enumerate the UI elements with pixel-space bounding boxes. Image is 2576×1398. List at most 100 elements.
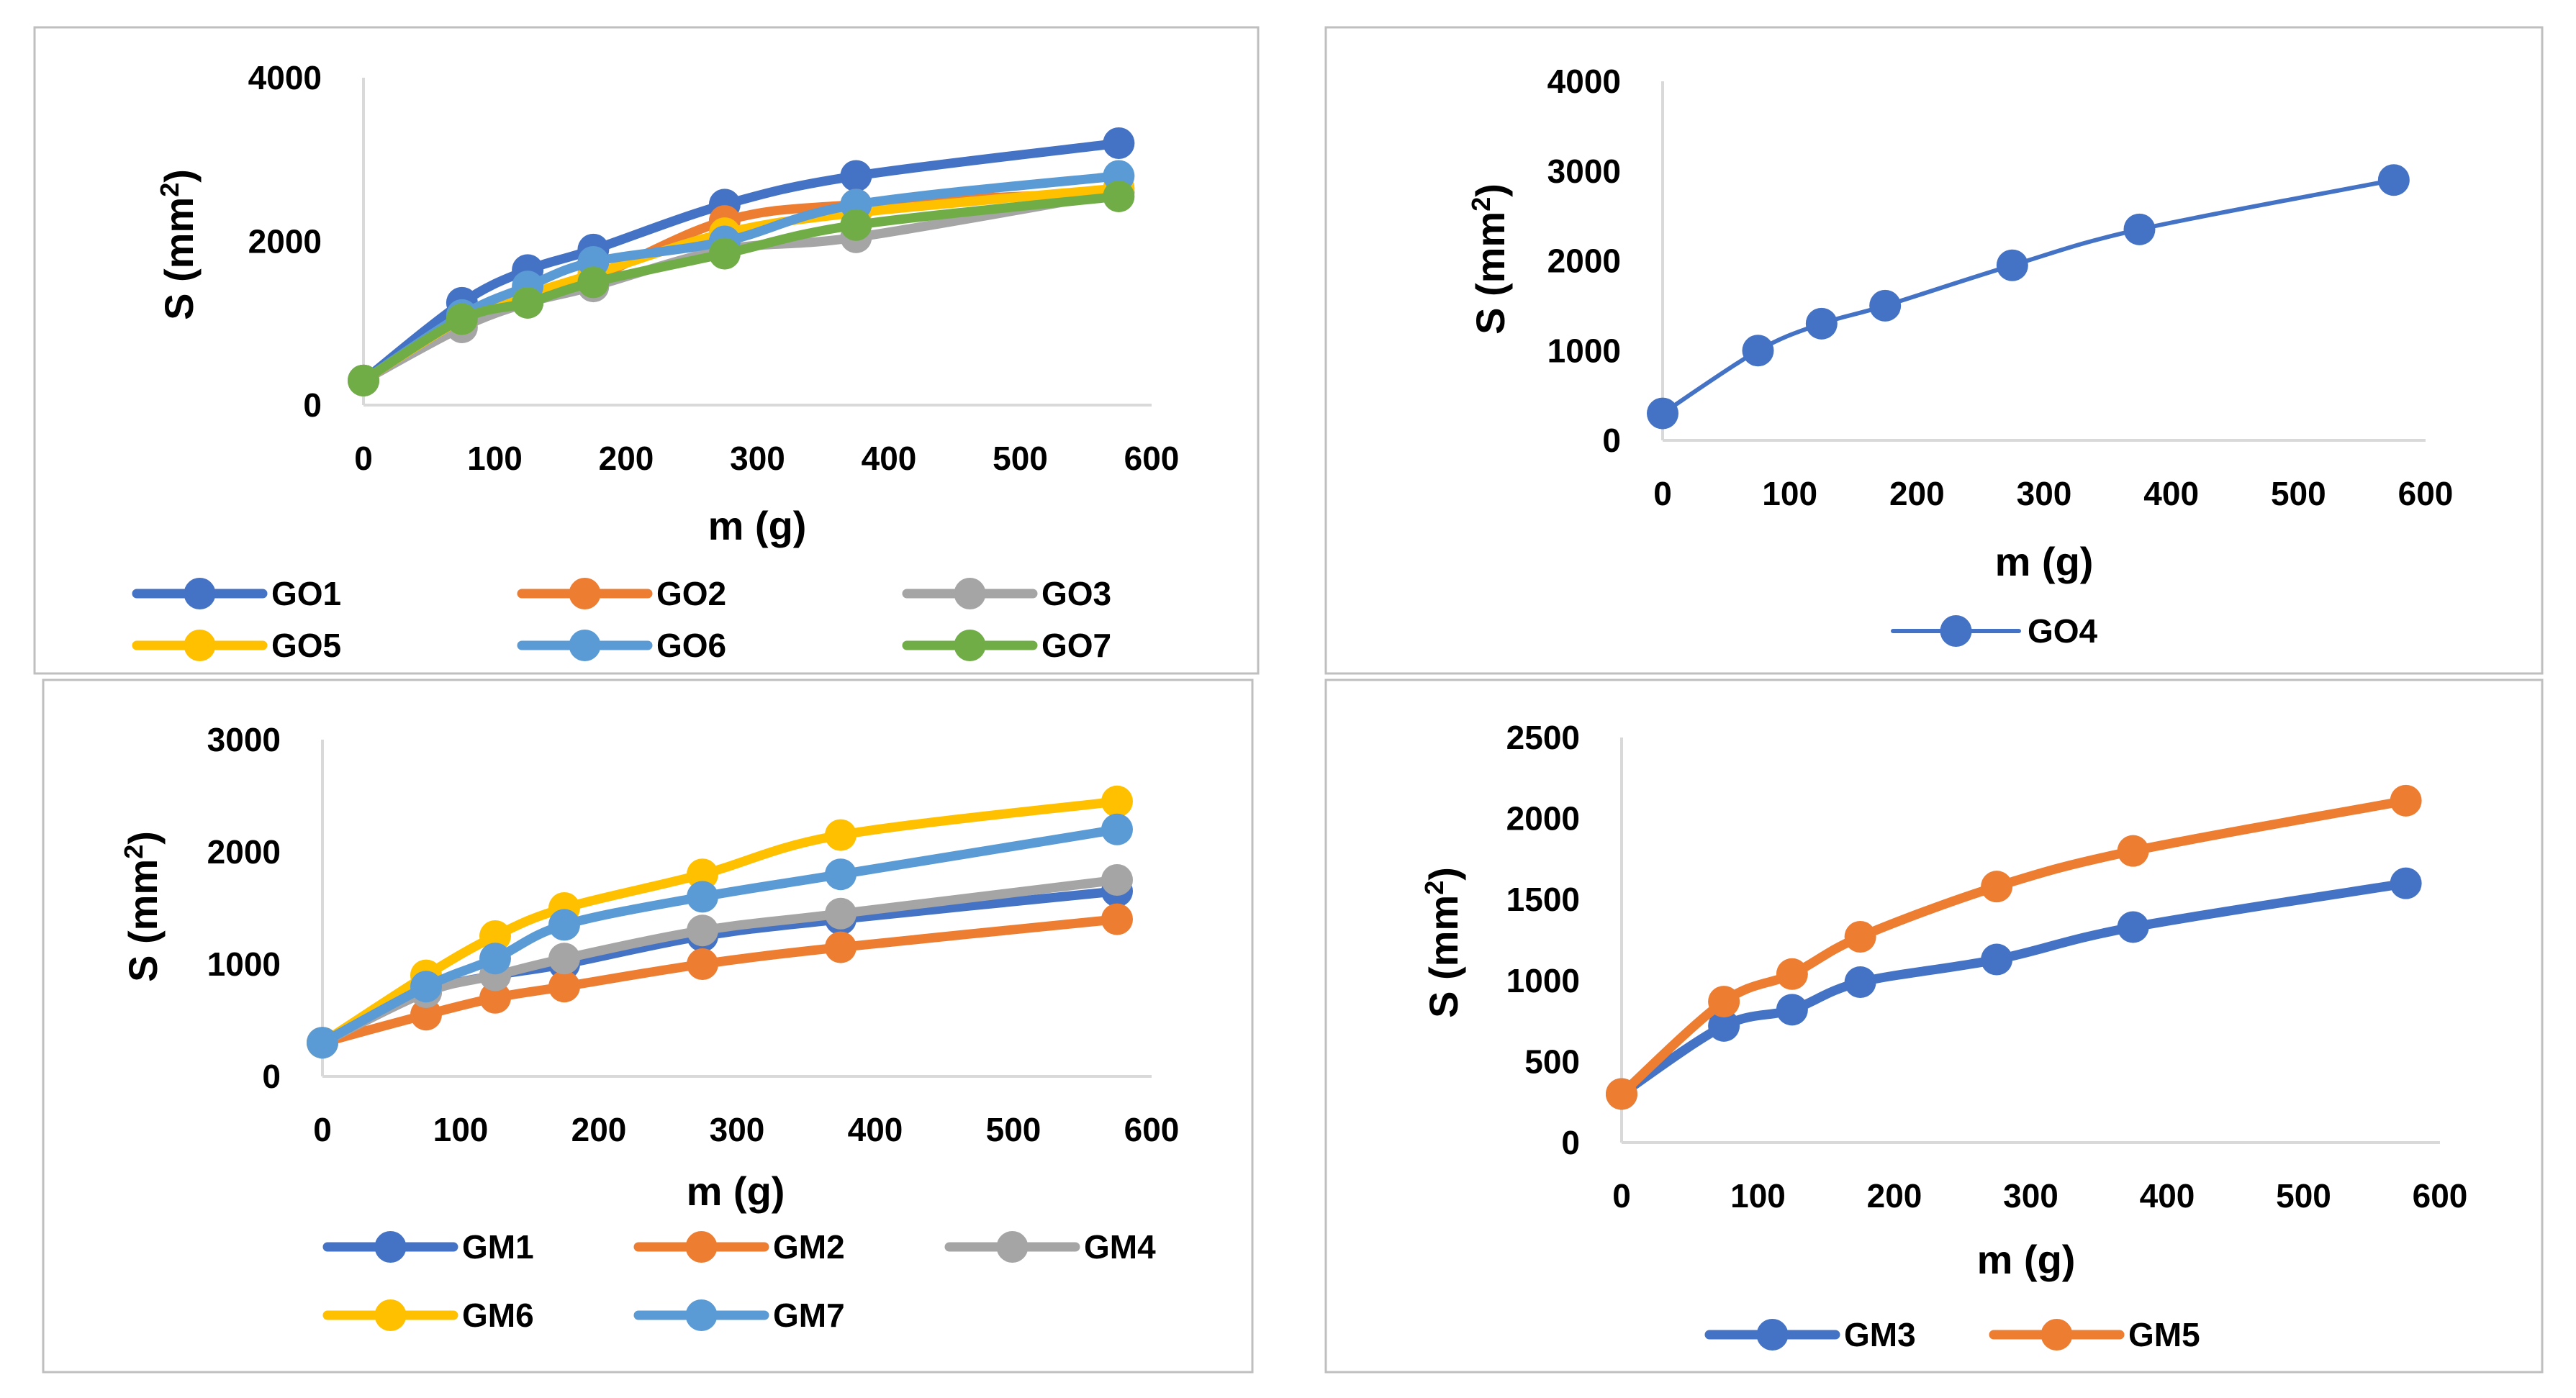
data-point-gm5 xyxy=(1776,958,1808,990)
series-gm7 xyxy=(307,813,1133,1059)
y-tick-label: 4000 xyxy=(1547,63,1621,100)
x-tick-label: 100 xyxy=(1762,475,1817,512)
x-tick-label: 400 xyxy=(862,440,917,477)
legend-label: GM2 xyxy=(773,1228,845,1266)
y-tick-label: 500 xyxy=(1524,1043,1580,1080)
legend-label: GO7 xyxy=(1041,627,1111,664)
y-tick-label: 1000 xyxy=(207,945,281,983)
y-axis-title: S (mm2) xyxy=(1419,867,1466,1018)
legend-item-gm5: GM5 xyxy=(1989,1316,2200,1353)
x-tick-label: 500 xyxy=(986,1111,1041,1148)
data-point-gm4 xyxy=(825,897,857,930)
data-point-gm2 xyxy=(687,948,718,980)
legend-label: GO1 xyxy=(271,575,341,612)
y-axis-title: S (mm2) xyxy=(155,169,202,320)
legend-swatch-marker xyxy=(184,630,216,661)
y-tick-label: 3000 xyxy=(1547,153,1621,190)
x-axis-title: m (g) xyxy=(1977,1237,2076,1282)
data-point-gm5 xyxy=(1981,871,2013,903)
data-point-gm3 xyxy=(1981,943,2013,976)
data-point-gm4 xyxy=(1101,864,1133,896)
legend-item-gm4: GM4 xyxy=(944,1228,1156,1266)
x-tick-label: 400 xyxy=(2143,475,2199,512)
data-point-go4 xyxy=(1647,397,1678,430)
data-point-go7 xyxy=(1103,180,1135,212)
x-axis-title: m (g) xyxy=(687,1168,785,1214)
legend-item-go7: GO7 xyxy=(902,627,1111,664)
legend-label: GM5 xyxy=(2128,1316,2200,1353)
x-axis-title: m (g) xyxy=(708,503,807,548)
data-point-gm7 xyxy=(1101,813,1133,845)
y-tick-label: 1500 xyxy=(1506,881,1580,918)
y-tick-label: 0 xyxy=(1561,1124,1580,1161)
chart-panel-c: 0 1000 2000 3000 0 100 200 300 400 500 600 m (g) S (… xyxy=(119,721,1179,1334)
x-tick-label: 100 xyxy=(467,440,523,477)
data-point-gm7 xyxy=(479,943,511,975)
data-point-go7 xyxy=(577,266,610,299)
chart-panel-b: 0 1000 2000 3000 4000 0 100 200 300 400 500 600 m (g… xyxy=(1466,63,2453,650)
y-axis-title: S (mm2) xyxy=(1466,183,1513,335)
legend-label: GM7 xyxy=(773,1297,845,1334)
data-point-go7 xyxy=(708,237,741,270)
data-point-go4 xyxy=(1869,289,1902,322)
y-tick-label: 2000 xyxy=(248,223,322,260)
x-tick-label: 300 xyxy=(2003,1177,2058,1215)
panel-b-frame xyxy=(1324,26,2544,675)
y-tick-label: 1000 xyxy=(1547,332,1621,369)
legend-label: GO3 xyxy=(1041,575,1111,612)
data-point-gm6 xyxy=(825,819,857,851)
data-point-gm5 xyxy=(1708,986,1740,1018)
data-point-gm5 xyxy=(1606,1078,1637,1110)
y-axis-title-superscript: 2 xyxy=(1466,197,1496,212)
legend-swatch-marker xyxy=(685,1299,718,1331)
data-point-gm3 xyxy=(1844,966,1876,999)
x-tick-label: 600 xyxy=(1124,440,1180,477)
y-axis-title-main: S (mm xyxy=(156,197,202,320)
legend-item-gm3: GM3 xyxy=(1704,1316,1916,1353)
legend-swatch-marker xyxy=(374,1299,407,1331)
chart-panel-a: 0 2000 4000 0 100 200 300 400 500 600 m (g) S (mm2)… xyxy=(132,59,1180,664)
series-gm2 xyxy=(307,903,1133,1059)
data-point-gm7 xyxy=(410,971,442,1003)
y-axis-title-tail: ) xyxy=(1421,867,1466,881)
legend-swatch-marker xyxy=(569,630,601,661)
y-axis-title-tail: ) xyxy=(156,169,202,183)
data-point-gm6 xyxy=(1101,785,1133,817)
panel-a-frame xyxy=(33,26,1260,675)
y-tick-label: 1000 xyxy=(1506,962,1580,999)
data-point-go1 xyxy=(1103,127,1135,159)
legend-swatch-marker xyxy=(954,578,986,609)
legend-swatch-marker xyxy=(996,1231,1029,1263)
x-tick-label: 300 xyxy=(2017,475,2072,512)
data-point-gm3 xyxy=(2117,911,2149,943)
y-axis-title-superscript: 2 xyxy=(1419,881,1449,895)
x-tick-label: 400 xyxy=(848,1111,903,1148)
data-point-gm7 xyxy=(307,1027,338,1059)
legend-label: GO5 xyxy=(271,627,341,664)
x-axis-title: m (g) xyxy=(1995,539,2094,584)
y-tick-label: 0 xyxy=(303,386,322,424)
data-point-go7 xyxy=(348,364,379,396)
data-point-go7 xyxy=(512,286,544,319)
x-tick-label: 200 xyxy=(1889,475,1945,512)
legend-item-go1: GO1 xyxy=(132,575,341,612)
data-point-gm5 xyxy=(1844,920,1876,953)
y-axis-title-main: S (mm xyxy=(1468,212,1513,335)
data-point-gm3 xyxy=(1708,1009,1740,1042)
legend-item-go3: GO3 xyxy=(902,575,1111,612)
legend-label: GM4 xyxy=(1084,1228,1156,1266)
y-tick-label: 0 xyxy=(1602,422,1621,459)
x-tick-label: 600 xyxy=(2398,475,2454,512)
x-tick-label: 500 xyxy=(993,440,1048,477)
data-point-go4 xyxy=(2123,213,2156,245)
data-point-gm7 xyxy=(687,881,718,913)
y-axis-title-tail: ) xyxy=(120,831,166,845)
y-axis-title-superscript: 2 xyxy=(119,845,148,859)
x-tick-label: 0 xyxy=(313,1111,332,1148)
y-tick-label: 2000 xyxy=(207,833,281,871)
panel-c-frame xyxy=(42,678,1254,1374)
x-tick-label: 600 xyxy=(1124,1111,1180,1148)
legend-swatch-marker xyxy=(569,578,601,609)
data-point-go4 xyxy=(1996,249,2028,281)
data-point-gm4 xyxy=(687,914,718,947)
